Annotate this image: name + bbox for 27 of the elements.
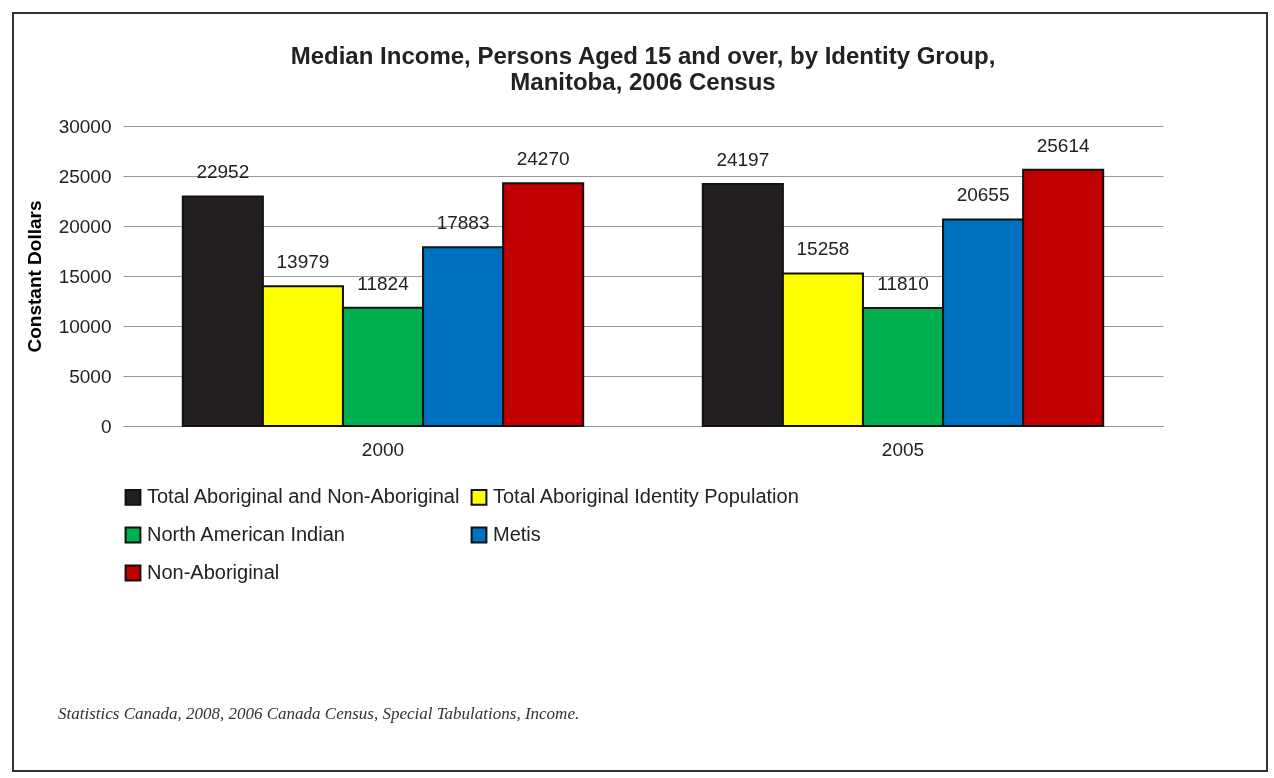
legend-label: Total Aboriginal Identity Population — [493, 485, 799, 508]
data-label: 25614 — [1036, 134, 1091, 156]
y-tick-label: 15000 — [58, 265, 112, 287]
y-axis-title: Constant Dollars — [23, 200, 45, 353]
y-tick-label: 30000 — [58, 115, 112, 137]
y-tick-label: 20000 — [58, 215, 112, 237]
data-label: 15258 — [796, 238, 850, 260]
y-tick-label: 0 — [100, 415, 112, 437]
x-tick-label: 2000 — [361, 438, 405, 460]
data-label: 20655 — [956, 184, 1010, 206]
y-tick-label: 10000 — [58, 315, 112, 337]
legend-label: Non-Aboriginal — [147, 561, 280, 583]
data-label: 11810 — [877, 272, 929, 294]
legend-label: Metis — [493, 523, 541, 545]
y-tick-label: 5000 — [69, 365, 112, 387]
legend-label: Total Aboriginal and Non-Aboriginal — [147, 485, 460, 508]
legend-label: North American Indian — [147, 523, 345, 545]
chart-title: Median Income, Persons Aged 15 and over, by Identity Group, Manitoba, 2006 Census — [290, 42, 996, 95]
text: Statistics Canada, 2008, 2006 Canada Census, Special Tabulations, Income. — [58, 704, 580, 724]
data-label: 24270 — [516, 148, 570, 170]
y-tick-label: 25000 — [58, 165, 112, 187]
data-label: 24197 — [716, 149, 770, 171]
x-tick-label: 2005 — [881, 438, 925, 460]
data-label: 13979 — [276, 251, 330, 273]
data-label: 17883 — [436, 212, 490, 234]
data-label: 11824 — [357, 272, 410, 294]
data-label: 22952 — [196, 161, 250, 183]
